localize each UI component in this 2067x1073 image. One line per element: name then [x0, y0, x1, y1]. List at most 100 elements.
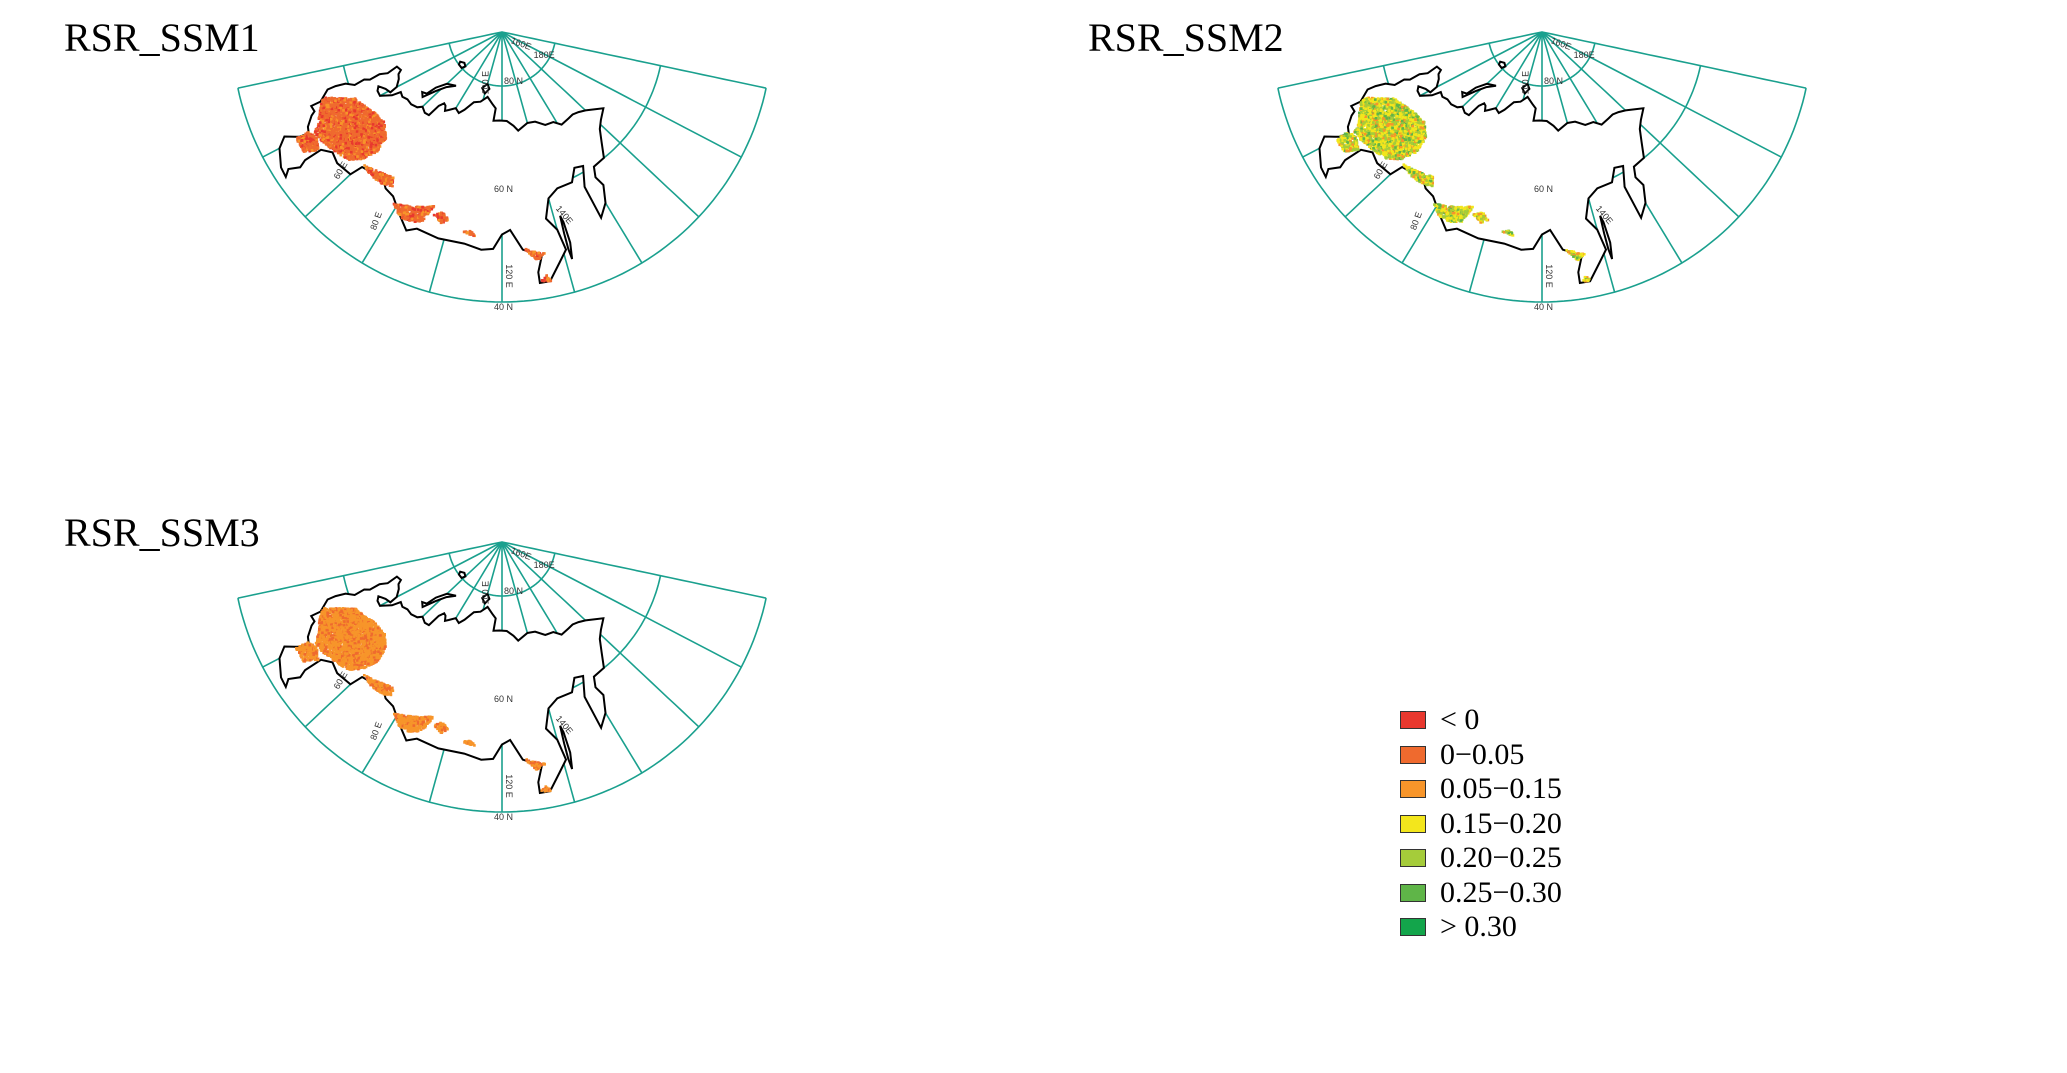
rsr-cell	[414, 215, 417, 219]
rsr-cell	[415, 216, 419, 220]
rsr-cell	[373, 131, 376, 135]
rsr-cell	[300, 144, 304, 148]
rsr-cell	[314, 148, 318, 152]
rsr-cell	[402, 217, 405, 220]
rsr-cell	[347, 129, 350, 132]
rsr-cell	[336, 103, 340, 107]
rsr-cell	[302, 140, 305, 143]
rsr-cell	[322, 102, 326, 106]
rsr-cell	[322, 124, 326, 127]
rsr-cell	[416, 206, 420, 210]
rsr-cell	[443, 218, 446, 222]
rsr-cell	[328, 138, 332, 141]
rsr-cell	[354, 142, 358, 146]
rsr-cell	[380, 132, 383, 136]
rsr-cell	[339, 117, 343, 120]
island-outline	[480, 82, 491, 96]
rsr-cell	[358, 146, 362, 150]
rsr-cell	[465, 231, 469, 235]
rsr-cell	[339, 149, 342, 153]
rsr-cell	[366, 148, 369, 152]
rsr-cell	[331, 140, 334, 144]
rsr-cell	[340, 138, 343, 142]
rsr-cell	[314, 130, 317, 133]
rsr-cell	[380, 177, 383, 181]
rsr-cell	[336, 151, 340, 155]
rsr-cell	[353, 122, 357, 125]
rsr-cell	[376, 133, 380, 137]
rsr-cell	[400, 208, 403, 211]
rsr-cell	[331, 146, 335, 149]
rsr-cell	[357, 112, 361, 116]
rsr-cell	[536, 252, 540, 256]
rsr-cell	[382, 178, 385, 181]
rsr-cell	[1373, 149, 1377, 152]
rsr-cell	[377, 130, 380, 134]
rsr-cell	[308, 149, 312, 153]
rsr-cell	[347, 131, 351, 135]
rsr-cell	[352, 144, 355, 148]
rsr-cell	[321, 119, 325, 123]
rsr-cell	[1411, 121, 1415, 125]
rsr-cell	[370, 126, 374, 130]
rsr-cell	[427, 206, 430, 210]
rsr-cell	[370, 142, 373, 145]
rsr-cell	[362, 107, 365, 111]
rsr-data-layer	[296, 96, 553, 283]
rsr-cell	[341, 97, 345, 100]
rsr-cell	[360, 143, 364, 147]
rsr-cell	[354, 106, 357, 110]
rsr-cell	[1368, 129, 1371, 133]
rsr-cell	[346, 108, 350, 111]
rsr-cell	[366, 131, 370, 135]
rsr-cell	[340, 121, 343, 125]
rsr-cell	[380, 124, 383, 127]
rsr-cell	[321, 109, 324, 112]
rsr-cell	[343, 98, 346, 102]
rsr-cell	[365, 120, 369, 123]
rsr-cell	[370, 172, 373, 176]
rsr-cell	[357, 142, 361, 145]
rsr-cell	[371, 173, 375, 177]
rsr-cell	[363, 164, 366, 167]
rsr-cell	[328, 143, 331, 147]
rsr-cell	[326, 105, 329, 109]
rsr-cell	[377, 143, 380, 147]
rsr-cell	[309, 143, 313, 146]
rsr-cell	[369, 146, 373, 149]
rsr-cell	[367, 138, 371, 142]
rsr-cell	[352, 98, 355, 101]
rsr-cell	[372, 176, 376, 179]
rsr-cell	[329, 117, 333, 121]
rsr-cell	[384, 134, 387, 137]
rsr-cell	[368, 120, 371, 123]
rsr-cell	[327, 138, 330, 142]
rsr-cell	[369, 125, 372, 128]
rsr-cell	[417, 215, 421, 218]
rsr-cell	[377, 122, 381, 126]
rsr-cell	[331, 120, 334, 123]
rsr-cell	[330, 125, 333, 128]
rsr-cell	[376, 174, 380, 177]
rsr-cell	[1358, 111, 1361, 115]
rsr-cell	[418, 205, 422, 209]
rsr-cell	[418, 219, 421, 223]
rsr-cell	[297, 139, 301, 143]
rsr-cell	[381, 173, 385, 176]
rsr-cell	[430, 207, 433, 211]
map-title-ssm1: RSR_SSM1	[64, 15, 260, 60]
rsr-cell	[325, 110, 329, 114]
rsr-cell	[1385, 140, 1389, 144]
rsr-cell	[376, 148, 380, 151]
rsr-cell	[364, 137, 368, 141]
rsr-cell	[337, 107, 340, 110]
rsr-cell	[351, 131, 354, 134]
rsr-cell	[381, 175, 385, 179]
rsr-cell	[1383, 149, 1386, 153]
rsr-cell	[366, 123, 369, 127]
rsr-cell	[348, 123, 352, 126]
rsr-cell	[337, 99, 341, 103]
rsr-cell	[1363, 110, 1367, 113]
rsr-cell	[409, 215, 413, 218]
rsr-cell	[316, 145, 319, 149]
